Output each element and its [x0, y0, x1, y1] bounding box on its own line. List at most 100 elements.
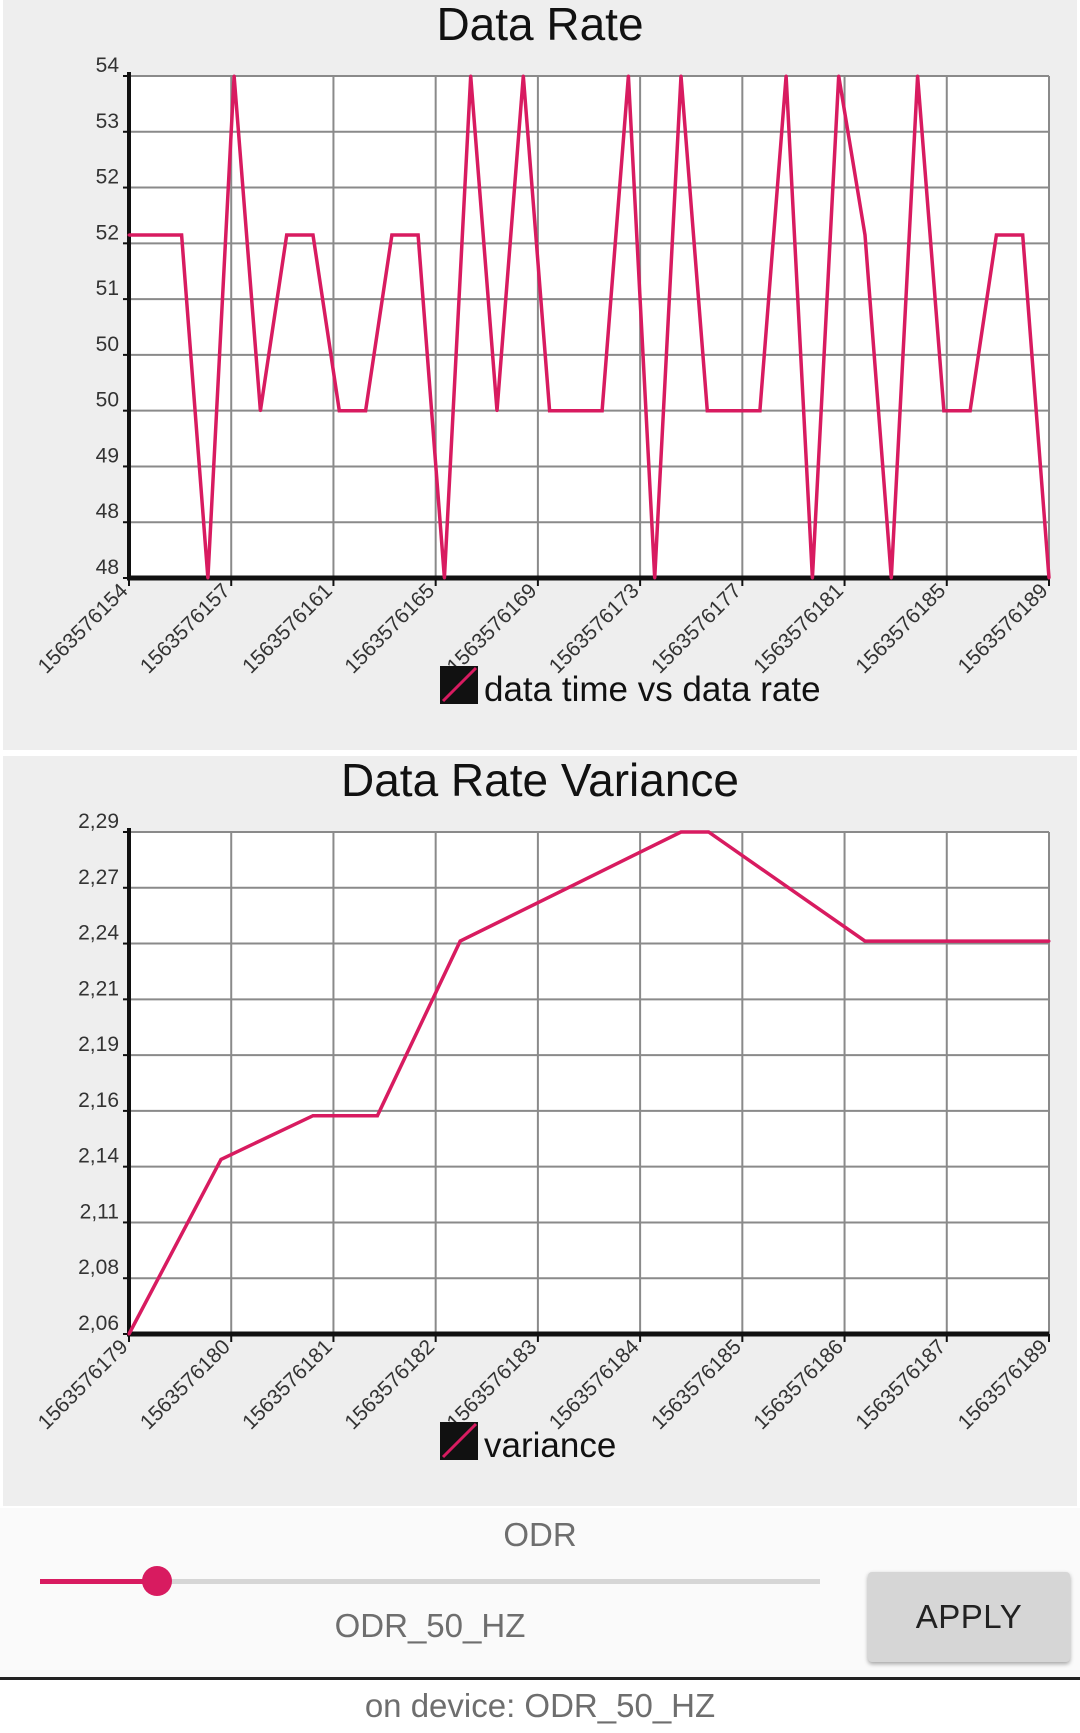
chart2-x-tick-label: 1563576182: [340, 1335, 439, 1434]
chart1-data-point: [994, 233, 998, 237]
chart2-data-point: [1047, 939, 1051, 943]
chart2-data-point: [707, 830, 711, 834]
chart2-legend-label: variance: [484, 1426, 616, 1465]
chart1-data-point: [889, 576, 893, 580]
chart2-x-tick-label: 1563576186: [749, 1335, 848, 1434]
chart1-title: Data Rate: [436, 0, 643, 50]
chart1-y-tick-label: 48: [96, 556, 119, 579]
chart2-y-tick-label: 2,11: [80, 1200, 119, 1223]
chart1-y-tick-label: 50: [96, 333, 119, 356]
chart1-legend-line: [441, 666, 478, 703]
chart2-plot-area: [129, 832, 1049, 1334]
divider: [0, 1677, 1080, 1680]
chart2-y-tick-label: 2,29: [78, 810, 119, 833]
chart1-data-point: [311, 233, 315, 237]
slider-thumb[interactable]: [142, 1566, 172, 1596]
chart1-data-point: [574, 409, 578, 413]
chart2-x-tick-label: 1563576181: [238, 1335, 337, 1434]
chart1-data-point: [837, 74, 841, 78]
slider-fill: [40, 1579, 157, 1584]
chart1-data-point: [968, 409, 972, 413]
chart1-data-point: [784, 74, 788, 78]
chart1-x-tick-label: 1563576157: [136, 579, 235, 678]
chart1-x-tick-label: 1563576177: [647, 579, 746, 678]
data-rate-variance-chart-svg: Data Rate Variance 2,06 2,08 2,11 2,14 2,16 2,…: [34, 756, 1053, 1465]
chart2-x-tick-label: 1563576185: [647, 1335, 746, 1434]
chart1-data-point: [127, 233, 131, 237]
chart1-data-point: [364, 409, 368, 413]
chart2-x-tick-label: 1563576189: [954, 1335, 1053, 1434]
chart2-x-tick-label: 1563576179: [34, 1335, 133, 1434]
odr-slider-value: ODR_50_HZ: [334, 1607, 526, 1644]
chart1-x-tick-label: 1563576165: [340, 579, 439, 678]
chart2-legend-line: [441, 1422, 478, 1459]
chart1-data-point: [416, 233, 420, 237]
data-rate-variance-chart: Data Rate Variance 2,06 2,08 2,11 2,14 2,16 2,…: [3, 756, 1077, 1506]
slider-track[interactable]: [40, 1579, 820, 1584]
chart1-y-tick-label: 49: [96, 444, 119, 467]
chart1-data-point: [863, 233, 867, 237]
chart1-data-point: [153, 233, 157, 237]
chart2-y-tick-label: 2,08: [78, 1256, 119, 1279]
chart1-data-point: [758, 409, 762, 413]
chart2-y-tick-label: 2,16: [78, 1089, 119, 1112]
chart1-x-tick-label: 1563576189: [954, 579, 1053, 678]
chart1-x-tick-label: 1563576154: [34, 579, 133, 678]
chart1-series-line: [129, 75, 1051, 579]
chart1-x-tick-label: 1563576185: [851, 579, 950, 678]
data-rate-chart: Data Rate 48 48 49 50 50 51 52 52 53 54 1563576154 1…: [3, 0, 1077, 750]
chart2-x-tick-label: 1563576187: [851, 1335, 950, 1434]
chart2-x-tick-label: 1563576184: [545, 1335, 644, 1434]
chart1-data-point: [548, 409, 552, 413]
chart1-data-point: [206, 576, 210, 580]
odr-slider[interactable]: [40, 1566, 820, 1596]
chart1-y-tick-label: 48: [96, 500, 119, 523]
chart1-data-point: [521, 74, 525, 78]
chart2-x-tick-label: 1563576180: [136, 1335, 235, 1434]
chart1-y-tick-label: 52: [96, 166, 119, 189]
chart2-data-point: [863, 939, 867, 943]
chart1-data-point: [705, 409, 709, 413]
chart2-title: Data Rate Variance: [341, 756, 739, 806]
chart1-data-point: [1021, 233, 1025, 237]
chart1-data-point: [442, 576, 446, 580]
chart1-data-point: [285, 233, 289, 237]
chart1-data-point: [942, 409, 946, 413]
chart1-y-tick-label: 50: [96, 389, 119, 412]
chart1-x-tick-label: 1563576161: [238, 579, 337, 678]
chart2-data-point: [375, 1114, 379, 1118]
chart2-data-point: [219, 1157, 223, 1161]
chart2-y-tick-label: 2,14: [78, 1145, 119, 1168]
chart1-data-point: [916, 74, 920, 78]
chart1-x-tick-label: 1563576169: [443, 579, 542, 678]
chart2-y-tick-label: 2,19: [78, 1033, 119, 1056]
chart2-data-point: [458, 939, 462, 943]
chart1-y-tick-label: 54: [96, 54, 120, 77]
chart1-y-tick-label: 52: [96, 221, 119, 244]
chart1-data-point: [469, 74, 473, 78]
chart2-x-tick-label: 1563576183: [443, 1335, 542, 1434]
chart1-plot-area: [129, 76, 1049, 578]
chart1-data-point: [1047, 576, 1051, 580]
chart1-data-point: [337, 409, 341, 413]
apply-button[interactable]: APPLY: [868, 1572, 1070, 1662]
chart2-data-point: [127, 1332, 131, 1336]
chart2-y-tick-label: 2,21: [78, 977, 119, 1000]
chart1-x-tick-label: 1563576181: [749, 579, 848, 678]
chart1-data-point: [732, 409, 736, 413]
chart1-data-point: [626, 74, 630, 78]
chart1-data-point: [679, 74, 683, 78]
chart1-data-point: [653, 576, 657, 580]
chart2-y-tick-label: 2,27: [78, 866, 119, 889]
chart1-data-point: [232, 74, 236, 78]
device-status: on device: ODR_50_HZ: [364, 1687, 716, 1724]
chart1-data-point: [495, 409, 499, 413]
chart1-data-point: [810, 576, 814, 580]
chart2-y-tick-label: 2,24: [78, 922, 119, 945]
chart1-y-tick-label: 51: [96, 277, 119, 300]
chart1-data-point: [180, 233, 184, 237]
chart1-data-point: [258, 409, 262, 413]
chart1-data-point: [600, 409, 604, 413]
chart1-legend-label: data time vs data rate: [484, 670, 821, 709]
